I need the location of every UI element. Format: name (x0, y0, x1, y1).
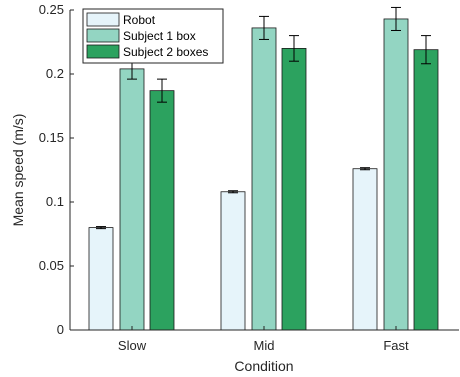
legend-label: Subject 1 box (123, 29, 196, 43)
legend-label: Subject 2 boxes (123, 45, 208, 59)
y-tick-label: 0.1 (46, 194, 64, 209)
y-tick-label: 0.15 (39, 130, 64, 145)
bar-subject-1-box-fast (383, 18, 409, 331)
x-tick-label: Fast (383, 338, 409, 353)
y-tick-label: 0.2 (46, 66, 64, 81)
legend-swatch (86, 12, 120, 27)
y-tick-label: 0.05 (39, 258, 64, 273)
bar-robot-mid (220, 191, 246, 331)
bars-layer (88, 18, 439, 331)
bar-subject-2-boxes-slow (149, 90, 175, 331)
error-bars-layer (96, 6, 431, 230)
bar-subject-2-boxes-fast (413, 49, 439, 331)
legend-swatch (86, 44, 120, 59)
x-tick-label: Slow (118, 338, 147, 353)
ticks-layer: Slow Mid Fast 0 0.05 0.1 0.15 0.2 0.25 (39, 2, 409, 353)
y-axis-title: Mean speed (m/s) (10, 114, 26, 227)
bar-robot-slow (88, 227, 114, 331)
legend-swatch (86, 28, 120, 43)
legend: Robot Subject 1 box Subject 2 boxes (82, 8, 224, 64)
bar-subject-2-boxes-mid (281, 48, 307, 331)
legend-label: Robot (123, 13, 156, 27)
x-axis-title: Condition (234, 358, 293, 374)
bar-subject-1-box-mid (251, 27, 277, 331)
bar-robot-fast (352, 168, 378, 331)
y-tick-label: 0 (57, 322, 64, 337)
bar-subject-1-box-slow (119, 68, 145, 331)
y-tick-label: 0.25 (39, 2, 64, 17)
x-tick-label: Mid (254, 338, 275, 353)
